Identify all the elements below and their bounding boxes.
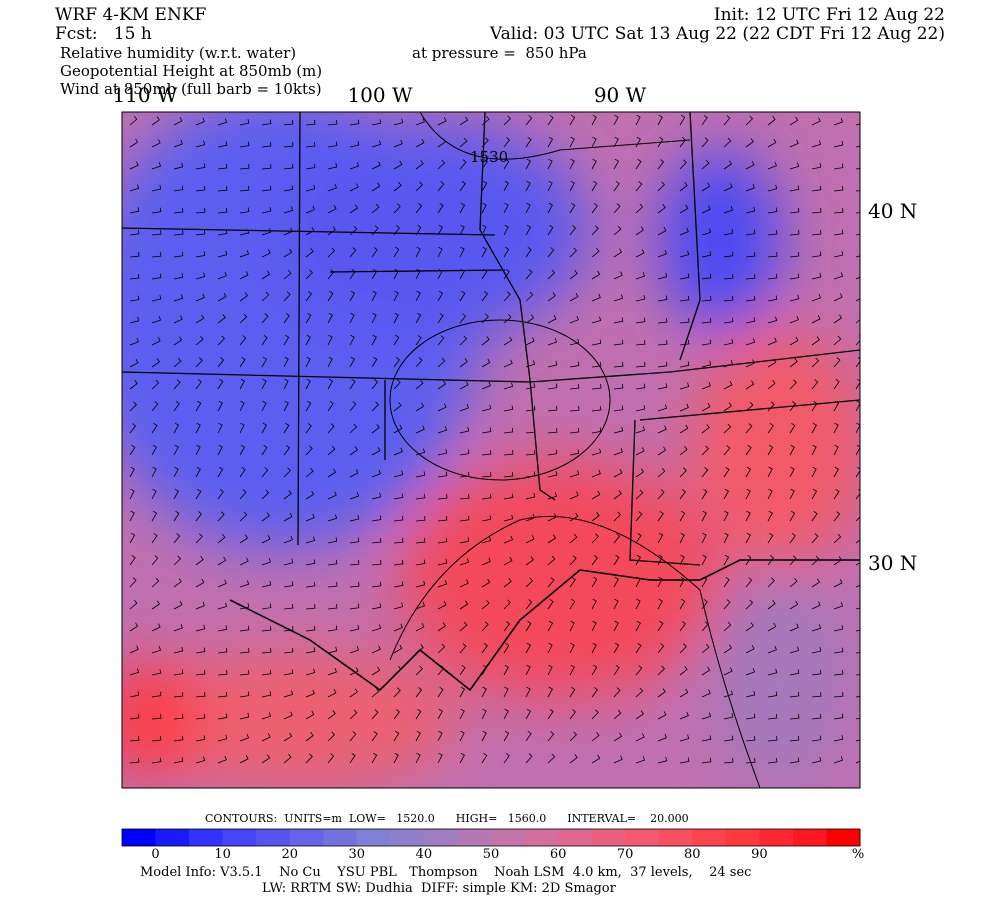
colorbar-segment [356, 829, 391, 846]
map-frame [121, 111, 861, 789]
field-label: Geopotential Height at 850mb (m) [60, 62, 322, 80]
colorbar-segment [323, 829, 358, 846]
colorbar-label: 50 [483, 847, 500, 862]
colorbar-segment [692, 829, 727, 846]
model-info: LW: RRTM SW: Dudhia DIFF: simple KM: 2D … [262, 881, 617, 896]
colorbar-segment [155, 829, 190, 846]
colorbar-label: 20 [281, 847, 298, 862]
init: Init: 12 UTC Fri 12 Aug 22 [714, 5, 945, 25]
colorbar-segment [256, 829, 291, 846]
field-label: Wind at 850mb (full barb = 10kts) [60, 80, 322, 98]
lon-label: 110 W [112, 83, 178, 107]
colorbar-segment [591, 829, 626, 846]
lon-label: 90 W [594, 83, 647, 107]
forecast: Fcst: 15 h [55, 24, 152, 44]
colorbar-segment [524, 829, 559, 846]
colorbar-label: 0 [151, 847, 159, 862]
colorbar-segment [725, 829, 760, 846]
colorbar-segment [457, 829, 492, 846]
map: 1530 [122, 112, 860, 788]
valid: Valid: 03 UTC Sat 13 Aug 22 (22 CDT Fri … [489, 24, 945, 44]
lat-label: 30 N [868, 551, 917, 575]
colorbar-segment [759, 829, 794, 846]
colorbar-segment [122, 829, 157, 846]
colorbar-label: 60 [550, 847, 567, 862]
model-info: Model Info: V3.5.1 No Cu YSU PBL Thompso… [140, 865, 751, 880]
colorbar-segment [658, 829, 693, 846]
contour-label: 1530 [470, 148, 508, 166]
colorbar-segment [625, 829, 660, 846]
colorbar-segment [189, 829, 224, 846]
contour-info: CONTOURS: UNITS=m LOW= 1520.0 HIGH= 1560… [205, 812, 689, 825]
colorbar-label: 90 [751, 847, 768, 862]
colorbar-segment [222, 829, 257, 846]
pressure: at pressure = 850 hPa [412, 44, 587, 62]
lat-label: 40 N [868, 199, 917, 223]
lon-label: 100 W [347, 83, 413, 107]
colorbar-segment [423, 829, 458, 846]
field-label: Relative humidity (w.r.t. water) [60, 44, 296, 62]
colorbar: 0 10 20 30 40 50 60 70 80 90% [121, 828, 864, 862]
model-title: WRF 4-KM ENKF [55, 5, 207, 25]
colorbar-label: 40 [416, 847, 433, 862]
colorbar-segment [558, 829, 593, 846]
colorbar-label: 70 [617, 847, 634, 862]
colorbar-segment [390, 829, 425, 846]
colorbar-label: 80 [684, 847, 701, 862]
colorbar-segment [792, 829, 827, 846]
wind-barbs [129, 114, 860, 764]
colorbar-segment [491, 829, 526, 846]
colorbar-segment [289, 829, 324, 846]
colorbar-segment [826, 829, 861, 846]
colorbar-frame [121, 828, 861, 847]
colorbar-label: 30 [349, 847, 366, 862]
colorbar-label: 10 [214, 847, 231, 862]
colorbar-unit: % [852, 847, 864, 862]
